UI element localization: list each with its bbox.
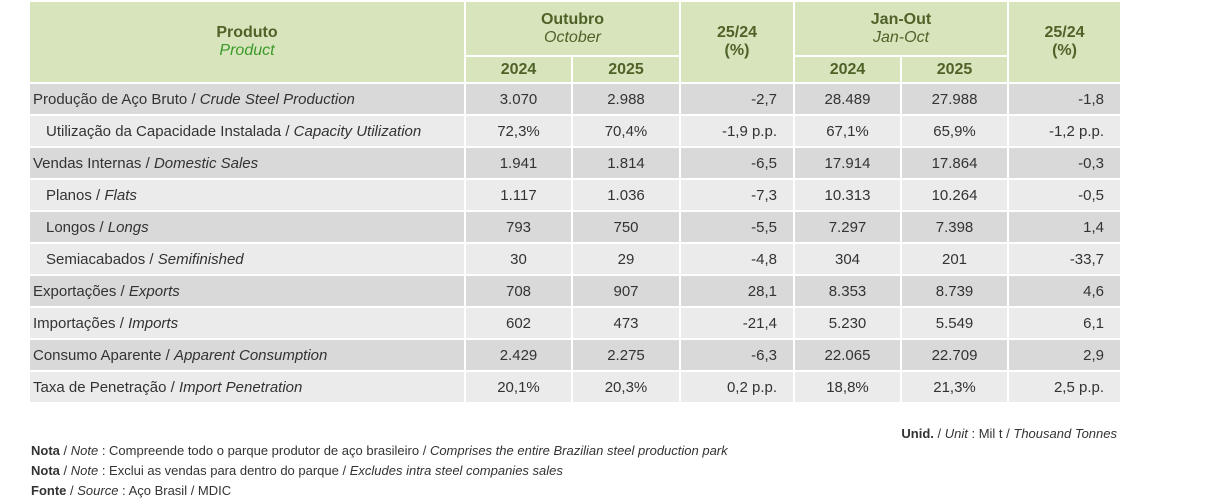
steel-statistics-table: Produto Product Outubro October 25/24 (%) J…: [28, 0, 1123, 404]
table-row: Utilização da Capacidade Instalada / Cap…: [28, 114, 1123, 148]
cell-value: 18,8%: [793, 370, 902, 404]
cell-value: 4,6: [1007, 274, 1123, 308]
row-label: Planos / Flats: [28, 178, 466, 212]
header-janoct-change: 25/24 (%): [1007, 0, 1123, 84]
table-row: Taxa de Penetração / Import Penetration 2…: [28, 370, 1123, 404]
row-label: Semiacabados / Semifinished: [28, 242, 466, 276]
cell-value: -2,7: [679, 82, 795, 116]
cell-value: -1,8: [1007, 82, 1123, 116]
row-label: Produção de Aço Bruto / Crude Steel Prod…: [28, 82, 466, 116]
cell-value: 27.988: [899, 82, 1010, 116]
cell-value: 21,3%: [899, 370, 1010, 404]
cell-value: 5.230: [793, 306, 902, 340]
table-row: Consumo Aparente / Apparent Consumption 2…: [28, 338, 1123, 372]
header-product: Produto Product: [28, 0, 466, 84]
row-label: Taxa de Penetração / Import Penetration: [28, 370, 466, 404]
cell-value: 22.709: [899, 338, 1010, 372]
cell-value: 2.275: [571, 338, 681, 372]
table-row: Longos / Longs 793 750 -5,5 7.297 7.398 1,4: [28, 210, 1123, 244]
cell-value: -21,4: [679, 306, 795, 340]
cell-value: -1,9 p.p.: [679, 114, 795, 148]
cell-value: 0,2 p.p.: [679, 370, 795, 404]
row-label: Longos / Longs: [28, 210, 466, 244]
cell-value: 2.988: [571, 82, 681, 116]
cell-value: -5,5: [679, 210, 795, 244]
cell-value: 7.297: [793, 210, 902, 244]
cell-value: 20,3%: [571, 370, 681, 404]
cell-value: 793: [464, 210, 573, 244]
header-oct-change: 25/24 (%): [679, 0, 795, 84]
cell-value: 2,9: [1007, 338, 1123, 372]
cell-value: 3.070: [464, 82, 573, 116]
table-row: Planos / Flats 1.117 1.036 -7,3 10.313 10.264…: [28, 178, 1123, 212]
cell-value: 907: [571, 274, 681, 308]
cell-value: 602: [464, 306, 573, 340]
row-label: Consumo Aparente / Apparent Consumption: [28, 338, 466, 372]
cell-value: 750: [571, 210, 681, 244]
cell-value: 1.036: [571, 178, 681, 212]
cell-value: 1.814: [571, 146, 681, 180]
table-row: Exportações / Exports 708 907 28,1 8.353 8.73…: [28, 274, 1123, 308]
footnote: Fonte / Source : Aço Brasil / MDIC: [31, 483, 232, 498]
cell-value: 28.489: [793, 82, 902, 116]
table-row: Produção de Aço Bruto / Crude Steel Prod…: [28, 82, 1123, 116]
cell-value: 70,4%: [571, 114, 681, 148]
cell-value: -0,3: [1007, 146, 1123, 180]
cell-value: 1.941: [464, 146, 573, 180]
cell-value: 67,1%: [793, 114, 902, 148]
cell-value: 7.398: [899, 210, 1010, 244]
header-jan-oct: Jan-Out Jan-Oct: [792, 0, 1010, 57]
cell-value: 473: [571, 306, 681, 340]
unit-note: Unid. / Unit : Mil t / Thousand Tonnes: [901, 426, 1117, 441]
header-janoct-2024: 2024: [793, 55, 902, 84]
row-label: Utilização da Capacidade Instalada / Cap…: [28, 114, 466, 148]
cell-value: 1.117: [464, 178, 573, 212]
cell-value: 28,1: [679, 274, 795, 308]
table-row: Importações / Imports 602 473 -21,4 5.230 5.5…: [28, 306, 1123, 340]
cell-value: 708: [464, 274, 573, 308]
cell-value: -1,2 p.p.: [1007, 114, 1123, 148]
cell-value: -6,5: [679, 146, 795, 180]
cell-value: 65,9%: [899, 114, 1010, 148]
header-october: Outubro October: [464, 0, 681, 57]
row-label: Exportações / Exports: [28, 274, 466, 308]
cell-value: 5.549: [899, 306, 1010, 340]
header-janoct-2025: 2025: [899, 55, 1010, 84]
cell-value: 2,5 p.p.: [1007, 370, 1123, 404]
cell-value: 8.739: [899, 274, 1010, 308]
cell-value: 10.264: [899, 178, 1010, 212]
cell-value: 22.065: [793, 338, 902, 372]
cell-value: 17.864: [899, 146, 1010, 180]
cell-value: 6,1: [1007, 306, 1123, 340]
cell-value: 17.914: [793, 146, 902, 180]
cell-value: 2.429: [464, 338, 573, 372]
footnote: Nota / Note : Compreende todo o parque p…: [31, 443, 728, 458]
cell-value: 304: [793, 242, 902, 276]
row-label: Importações / Imports: [28, 306, 466, 340]
cell-value: 30: [464, 242, 573, 276]
cell-value: 72,3%: [464, 114, 573, 148]
cell-value: 10.313: [793, 178, 902, 212]
cell-value: -4,8: [679, 242, 795, 276]
cell-value: 8.353: [793, 274, 902, 308]
cell-value: -7,3: [679, 178, 795, 212]
cell-value: 20,1%: [464, 370, 573, 404]
table-row: Vendas Internas / Domestic Sales 1.941 1.8…: [28, 146, 1123, 180]
header-oct-2025: 2025: [571, 55, 681, 84]
row-label: Vendas Internas / Domestic Sales: [28, 146, 466, 180]
cell-value: -33,7: [1007, 242, 1123, 276]
cell-value: 29: [571, 242, 681, 276]
table-row: Semiacabados / Semifinished 30 29 -4,8 304 20…: [28, 242, 1123, 276]
cell-value: 201: [899, 242, 1010, 276]
cell-value: -6,3: [679, 338, 795, 372]
footnote: Nota / Note : Exclui as vendas para dent…: [31, 463, 563, 478]
cell-value: -0,5: [1007, 178, 1123, 212]
header-oct-2024: 2024: [464, 55, 573, 84]
cell-value: 1,4: [1007, 210, 1123, 244]
